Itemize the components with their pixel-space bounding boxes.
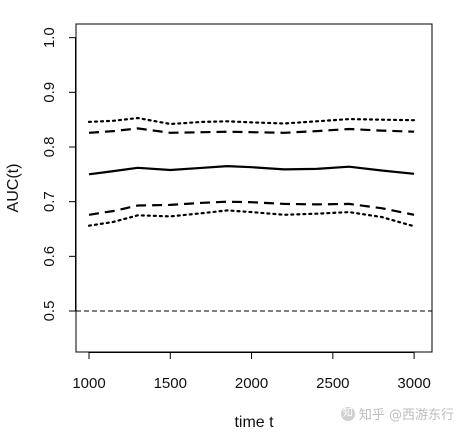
series-line-dotted-4 xyxy=(87,116,416,126)
y-tick-label: 0.7 xyxy=(41,191,58,212)
x-axis-title: time t xyxy=(234,414,274,431)
plot-frame xyxy=(75,23,433,353)
y-tick-label: 0.9 xyxy=(41,82,58,103)
x-tick-label: 2000 xyxy=(235,375,268,392)
y-axis: 0.5 0.6 0.7 0.8 0.9 1.0 xyxy=(41,27,76,321)
series-line-dotted-5 xyxy=(87,209,416,228)
zhihu-logo-icon: 知 xyxy=(340,406,355,421)
y-tick-label: 0.5 xyxy=(41,301,58,322)
watermark-text: 知乎 @西游东行 xyxy=(358,408,454,423)
series-layer xyxy=(76,116,432,312)
series-line-dashed-3 xyxy=(88,200,415,216)
y-tick-label: 1.0 xyxy=(41,27,58,48)
series-line-dashed-2 xyxy=(88,127,415,134)
x-tick-label: 3000 xyxy=(397,375,430,392)
y-tick-label: 0.6 xyxy=(41,246,58,267)
x-tick-label: 1500 xyxy=(154,375,187,392)
x-tick-label: 1000 xyxy=(72,375,105,392)
x-tick-label: 2500 xyxy=(316,375,349,392)
watermark: 知 知乎 @西游东行 xyxy=(340,404,454,423)
y-axis-title: AUC(t) xyxy=(5,164,22,213)
y-tick-label: 0.8 xyxy=(41,137,58,158)
series-line-solid-1 xyxy=(88,164,415,176)
x-axis: 1000 1500 2000 2500 3000 xyxy=(72,352,431,392)
